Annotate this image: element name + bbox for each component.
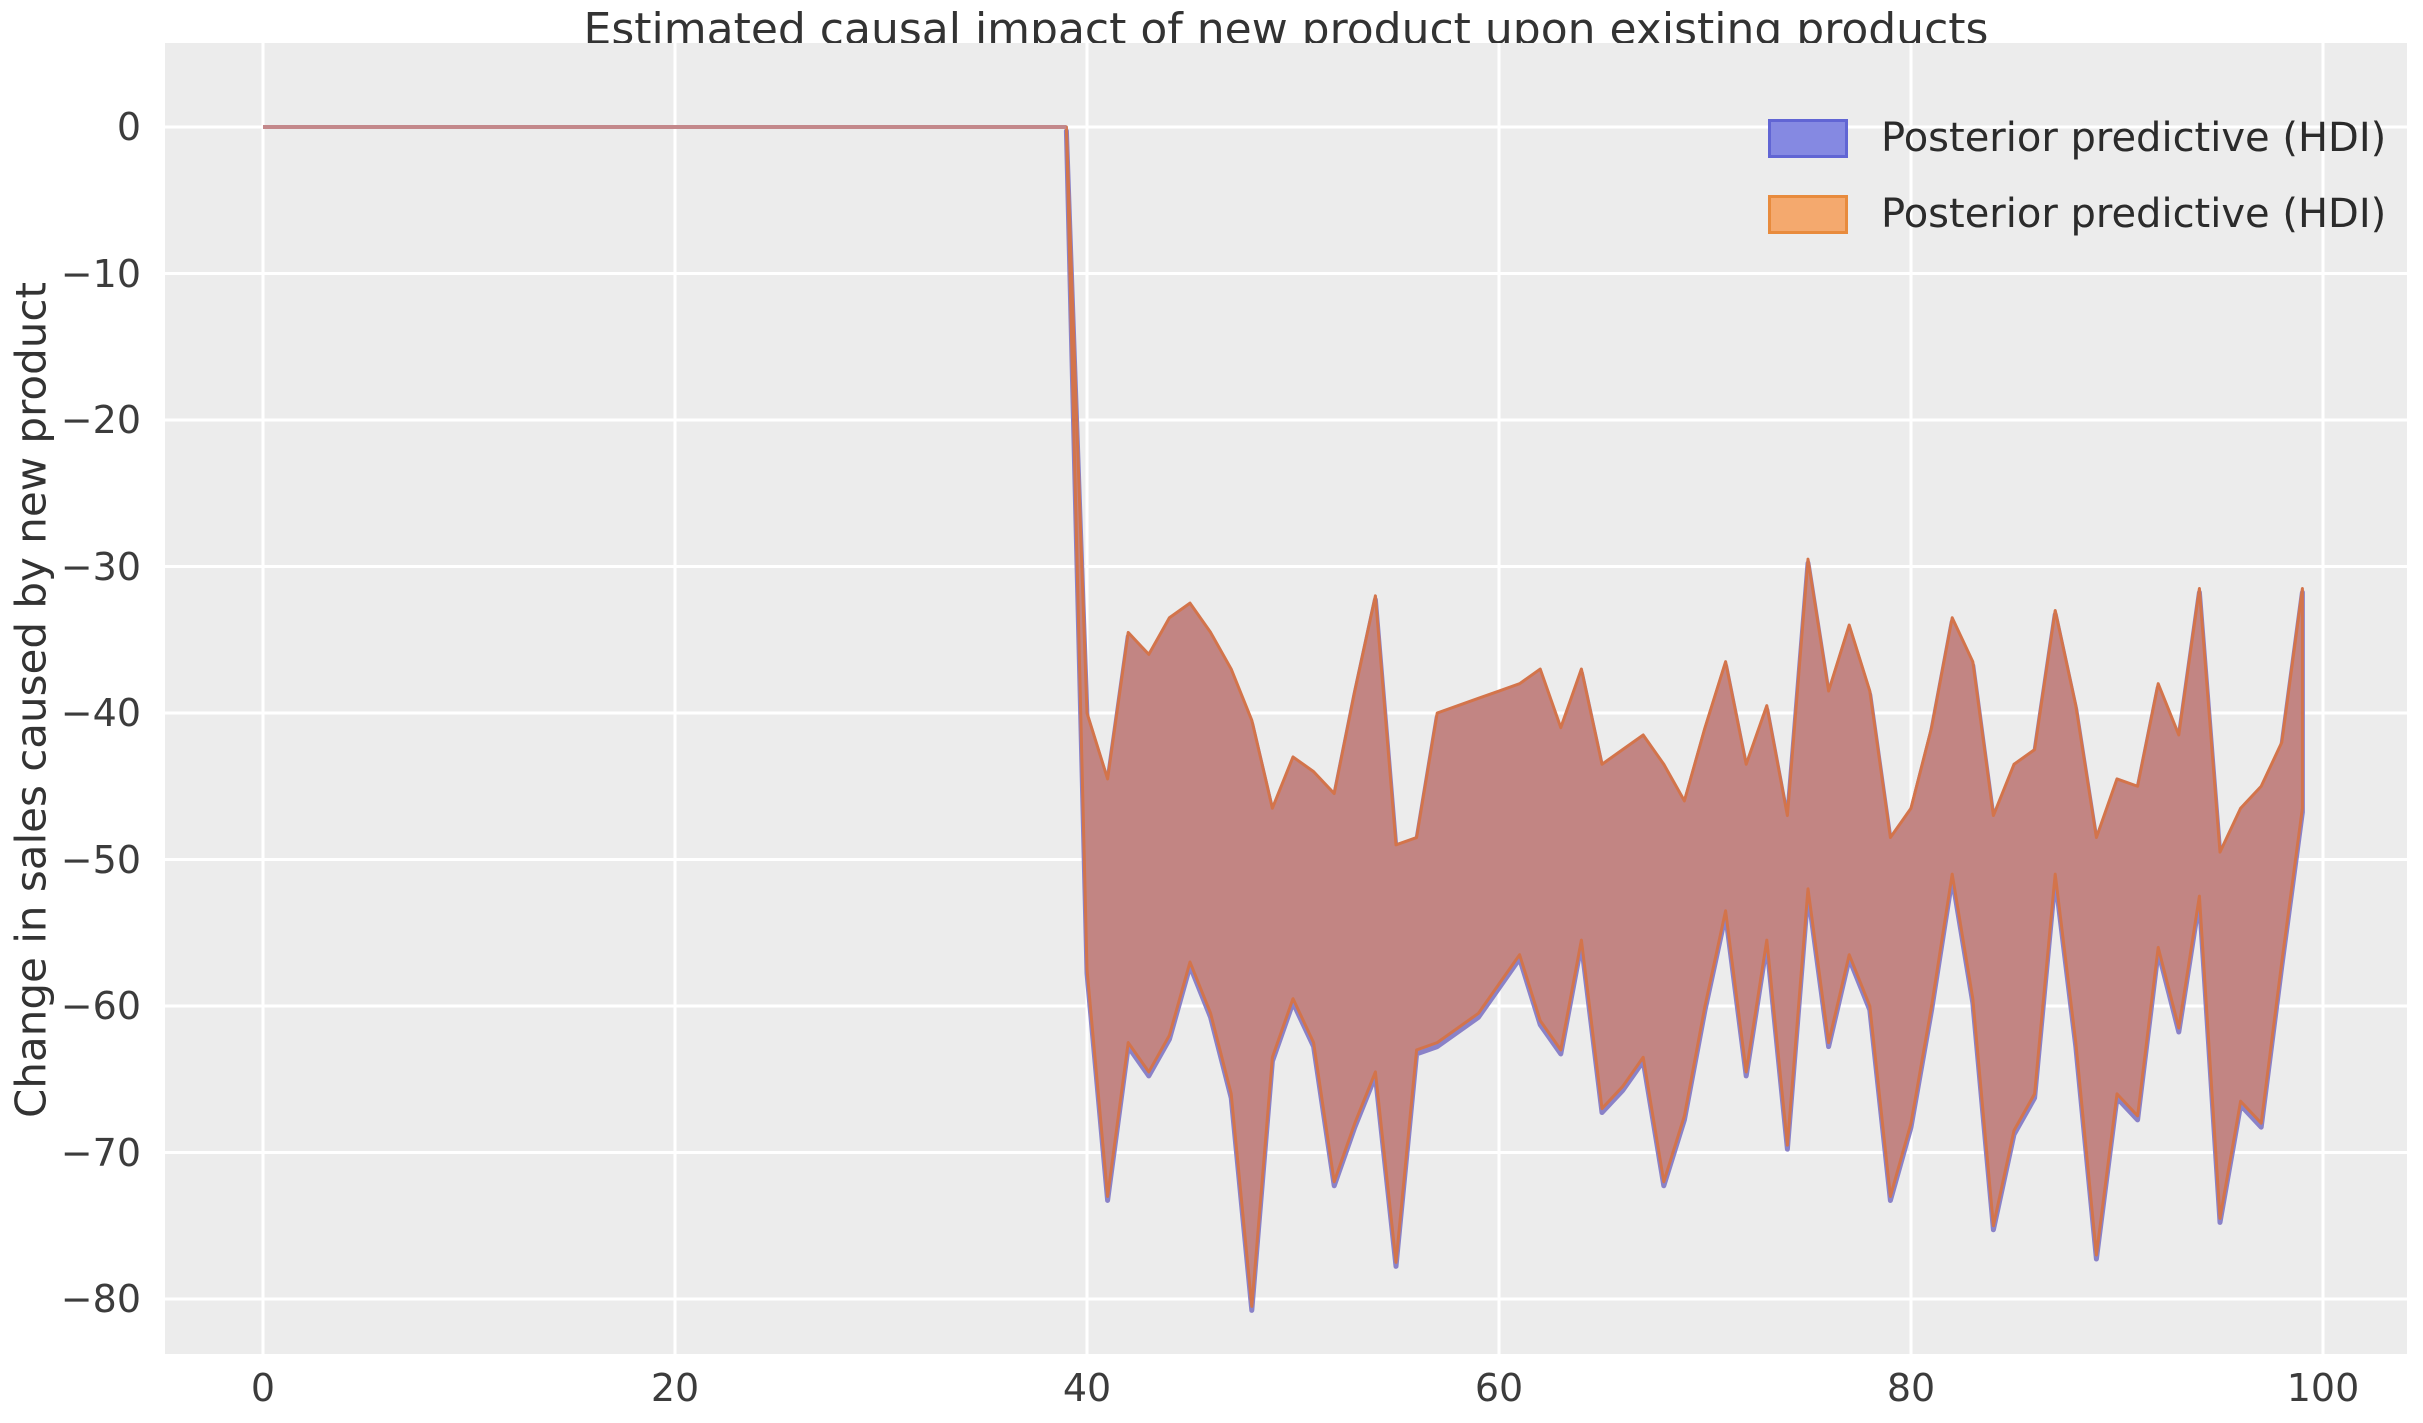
y-tick-label: −60 <box>60 984 141 1028</box>
plot-area <box>165 43 2407 1354</box>
legend-label: Posterior predictive (HDI) <box>1881 115 2387 161</box>
legend-item: Posterior predictive (HDI) <box>1768 188 2386 240</box>
y-tick-label: −30 <box>60 544 141 589</box>
x-tick-label: 40 <box>1062 1366 1112 1410</box>
x-tick-label: 60 <box>1474 1366 1524 1410</box>
y-tick-label: 0 <box>116 105 141 149</box>
y-tick-label: −20 <box>60 398 141 442</box>
plot-background <box>165 43 2407 1354</box>
x-tick-label: 100 <box>2286 1366 2360 1410</box>
legend-item: Posterior predictive (HDI) <box>1768 112 2386 164</box>
y-tick-label: −80 <box>60 1277 141 1321</box>
legend-swatch-posterior-predictive-orange <box>1768 194 1848 234</box>
legend-label: Posterior predictive (HDI) <box>1881 191 2387 237</box>
y-tick-label: −10 <box>60 251 141 296</box>
hdi-band <box>1064 125 2304 1308</box>
legend-swatch-posterior-predictive-blue <box>1768 118 1848 158</box>
x-tick-label: 0 <box>250 1366 276 1410</box>
x-tick-label: 80 <box>1886 1366 1936 1410</box>
y-tick-label: −70 <box>60 1130 141 1175</box>
legend: Posterior predictive (HDI) Posterior pre… <box>1768 112 2386 240</box>
x-tick-label: 20 <box>650 1366 700 1410</box>
y-tick-label: −50 <box>60 837 141 882</box>
y-tick-label: −40 <box>60 691 141 735</box>
